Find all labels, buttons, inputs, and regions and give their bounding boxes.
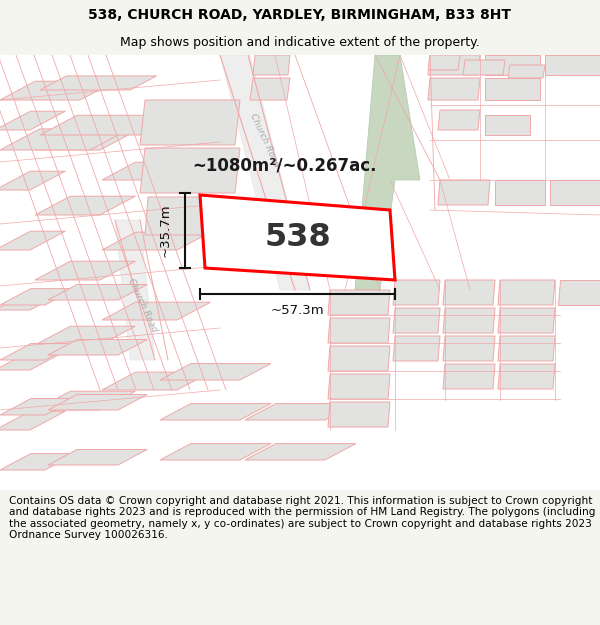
Polygon shape [220,55,310,290]
Polygon shape [0,454,76,470]
Text: 538, CHURCH ROAD, YARDLEY, BIRMINGHAM, B33 8HT: 538, CHURCH ROAD, YARDLEY, BIRMINGHAM, B… [89,8,511,22]
Polygon shape [545,55,600,75]
Polygon shape [0,344,76,360]
Polygon shape [0,231,65,250]
Polygon shape [48,339,147,355]
Polygon shape [328,318,390,343]
Text: ~35.7m: ~35.7m [158,204,172,258]
Polygon shape [35,391,136,410]
Polygon shape [355,55,420,290]
Polygon shape [328,402,390,427]
Polygon shape [245,444,356,460]
Text: ~57.3m: ~57.3m [271,304,325,318]
Polygon shape [145,197,235,235]
Polygon shape [485,55,540,75]
Polygon shape [463,60,505,75]
Polygon shape [140,100,240,145]
Polygon shape [102,232,211,250]
Polygon shape [0,55,600,490]
Text: Map shows position and indicative extent of the property.: Map shows position and indicative extent… [120,36,480,49]
Polygon shape [160,444,271,460]
Polygon shape [200,195,395,280]
Polygon shape [495,180,545,205]
Polygon shape [498,364,555,389]
Polygon shape [160,364,271,380]
Polygon shape [0,291,65,310]
Polygon shape [40,76,157,90]
Polygon shape [140,148,240,193]
Polygon shape [0,351,65,370]
Polygon shape [35,131,136,150]
Polygon shape [485,78,540,100]
Polygon shape [250,78,290,100]
Polygon shape [443,364,495,389]
Polygon shape [328,374,390,399]
Polygon shape [485,115,530,135]
Polygon shape [0,411,65,430]
Polygon shape [508,65,545,78]
Polygon shape [443,280,495,305]
Polygon shape [102,302,211,320]
Polygon shape [245,404,356,420]
Polygon shape [328,346,390,371]
Polygon shape [438,110,480,130]
Polygon shape [115,220,155,360]
Polygon shape [550,180,600,205]
Polygon shape [558,280,600,305]
Polygon shape [102,162,211,180]
Polygon shape [40,115,177,135]
Text: ~1080m²/~0.267ac.: ~1080m²/~0.267ac. [193,156,377,174]
Polygon shape [498,308,555,333]
Polygon shape [48,394,147,410]
Polygon shape [35,196,136,215]
Text: Church Road: Church Road [127,277,160,333]
Polygon shape [0,289,76,305]
Polygon shape [498,280,555,305]
Text: Contains OS data © Crown copyright and database right 2021. This information is : Contains OS data © Crown copyright and d… [9,496,595,541]
Polygon shape [0,81,115,100]
Polygon shape [0,171,65,190]
Polygon shape [35,261,136,280]
Polygon shape [393,280,440,305]
Polygon shape [35,326,136,345]
Polygon shape [48,284,147,300]
Polygon shape [0,399,76,415]
Polygon shape [428,78,480,100]
Polygon shape [48,449,147,465]
Polygon shape [328,290,390,315]
Polygon shape [0,129,130,150]
Polygon shape [443,336,495,361]
Polygon shape [102,372,211,390]
Polygon shape [393,336,440,361]
Text: 538: 538 [265,222,331,254]
Polygon shape [428,55,480,75]
Polygon shape [253,55,290,75]
Polygon shape [0,111,65,130]
Polygon shape [393,308,440,333]
Polygon shape [498,336,555,361]
Polygon shape [160,404,271,420]
Polygon shape [438,180,490,205]
Text: Church Road: Church Road [248,112,281,168]
Polygon shape [443,308,495,333]
Polygon shape [428,55,460,70]
